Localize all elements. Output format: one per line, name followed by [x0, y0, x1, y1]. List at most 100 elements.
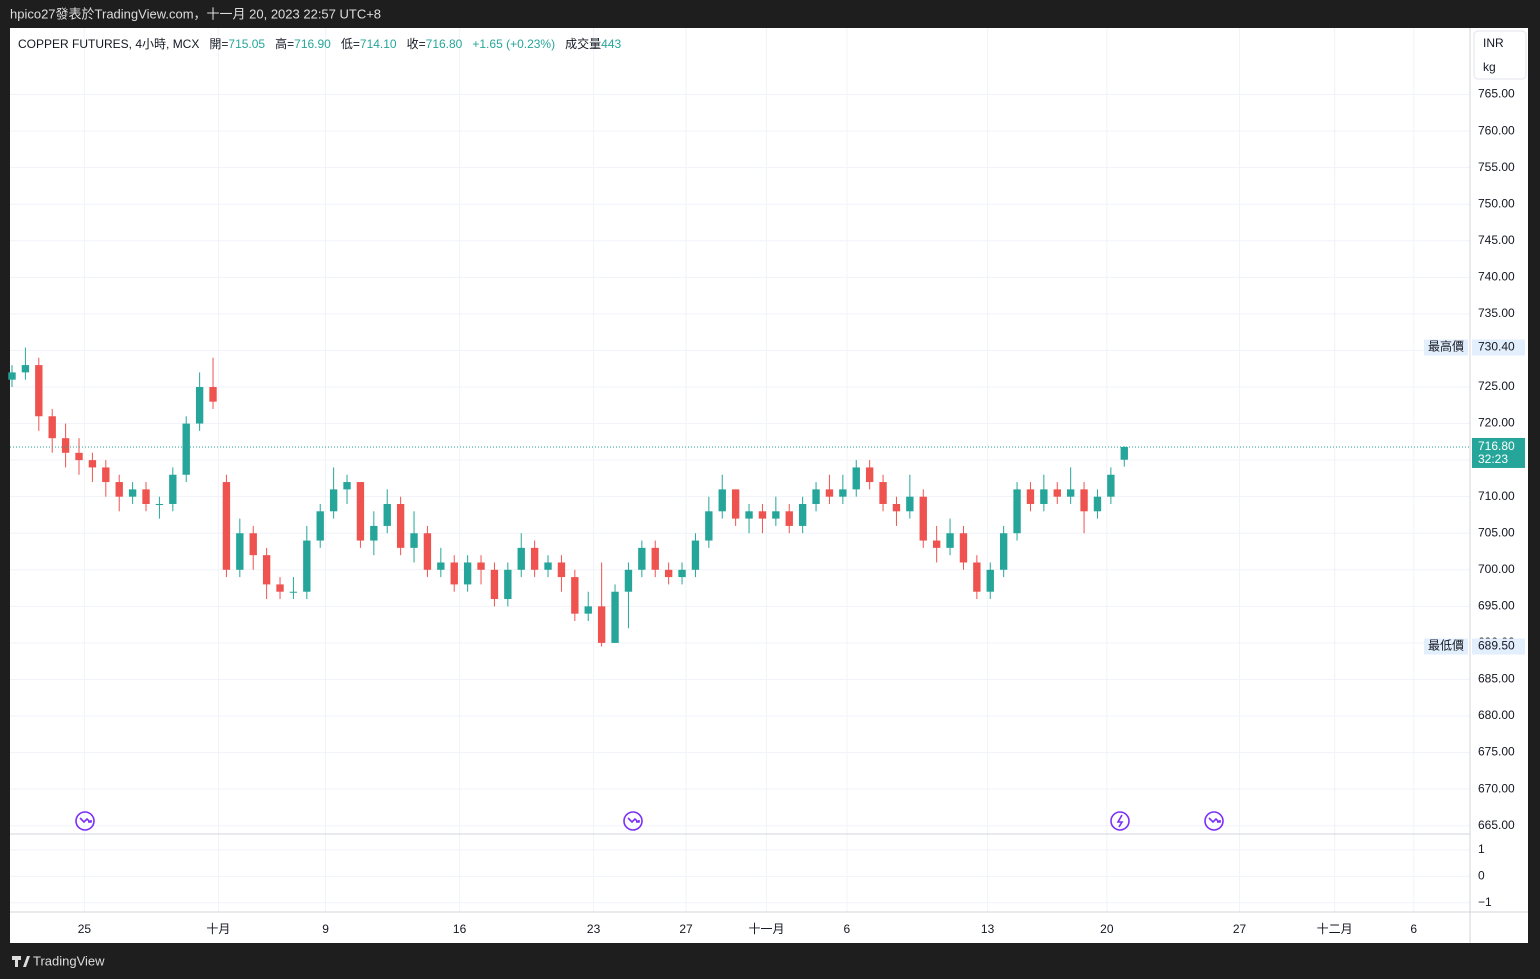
chart-area: [10, 28, 1528, 943]
candle-body: [209, 387, 217, 402]
candle-body: [75, 452, 83, 461]
candle-body: [1093, 496, 1102, 512]
candle-body: [1026, 489, 1035, 504]
candle-body: [865, 467, 874, 483]
marker-label: 最高價: [1428, 339, 1464, 354]
candle-body: [276, 584, 284, 592]
marker-label: 最低價: [1428, 639, 1464, 653]
unit: kg: [1483, 60, 1496, 74]
marker-value-box: [1472, 638, 1525, 655]
candle-body: [825, 489, 834, 497]
candle-body: [651, 547, 659, 570]
candle-body: [611, 591, 619, 643]
candle-body: [705, 511, 713, 541]
y-tick-label: 760.00: [1478, 123, 1515, 137]
candle-body: [999, 533, 1008, 570]
candle-body: [1040, 489, 1048, 504]
x-tick-label: 十一月: [748, 922, 784, 936]
last-price-box: [1472, 437, 1525, 468]
marker-value-box: [1472, 339, 1525, 356]
candle-body: [852, 467, 860, 490]
candle-body: [919, 496, 927, 541]
candle-body: [584, 606, 592, 614]
x-tick-label: 23: [587, 922, 601, 936]
candle-body: [530, 547, 539, 570]
candle-body: [142, 489, 150, 504]
header-text: hpico27發表於TradingView.com，十一月 20, 2023 2…: [10, 6, 381, 21]
candle-body: [169, 474, 177, 504]
candle-body: [571, 577, 579, 614]
open: 715.05: [228, 37, 266, 51]
x-tick-label: 9: [322, 922, 329, 936]
candle-body: [932, 540, 941, 548]
candle-body: [450, 562, 458, 585]
countdown: 32:23: [1478, 452, 1508, 466]
last-price-label: 716.80: [1478, 439, 1515, 453]
candle-body: [128, 489, 137, 497]
candle-body: [504, 569, 512, 600]
candle-body: [102, 467, 110, 483]
candle-body: [906, 496, 914, 512]
y-tick-label: 685.00: [1478, 672, 1515, 686]
x-tick-label: 25: [78, 922, 92, 936]
open-label: 開: [209, 37, 222, 51]
volume-label: 成交量: [565, 37, 602, 51]
y-tick-label: 695.00: [1478, 599, 1515, 613]
x-tick-label: 20: [1100, 922, 1114, 936]
y-tick-label: 680.00: [1478, 708, 1515, 722]
y-tick-label: 765.00: [1478, 87, 1515, 101]
candle-body: [262, 555, 271, 585]
candle-body: [772, 511, 780, 519]
y-tick-label: 700.00: [1478, 562, 1515, 576]
y-tick-label: 665.00: [1478, 818, 1515, 832]
candle-body: [678, 569, 686, 578]
candle-body: [1120, 446, 1128, 460]
candle-body: [370, 525, 378, 541]
candle-body: [892, 503, 901, 512]
candle-body: [745, 511, 753, 519]
candle-body: [115, 482, 123, 497]
marker-label-box: [1424, 339, 1468, 356]
candle-body: [1080, 489, 1088, 512]
candle-body: [383, 503, 391, 526]
marker-value: 730.40: [1478, 340, 1515, 354]
candle-body: [48, 416, 56, 439]
units-box[interactable]: [1473, 30, 1527, 80]
legend: COPPER FUTURES, 4小時, MCX 開=715.05 高=716.…: [18, 37, 622, 51]
candle-body: [946, 533, 954, 548]
candle-body: [195, 387, 204, 424]
candle-body: [490, 569, 499, 600]
x-tick-label: 6: [844, 922, 851, 936]
y-tick-label: 705.00: [1478, 525, 1515, 539]
candle-body: [731, 489, 740, 519]
marker-value: 689.50: [1478, 639, 1515, 653]
y-tick-label: 750.00: [1478, 196, 1515, 210]
candle-body: [597, 606, 606, 643]
candle-body: [624, 569, 633, 592]
footer-brand: TradingView: [33, 953, 105, 968]
y-tick-label: 675.00: [1478, 745, 1515, 759]
candle-body: [329, 489, 338, 512]
footer-logo: [12, 956, 30, 967]
candle-body: [758, 511, 767, 519]
candle-body: [691, 540, 700, 570]
candle-body: [798, 503, 807, 526]
candle-body: [155, 503, 164, 505]
event-icons: [75, 811, 1224, 831]
close: 716.80: [425, 37, 463, 51]
candle-body: [1066, 489, 1075, 497]
x-tick-label: 13: [981, 922, 995, 936]
change: +1.65 (+0.23%): [472, 37, 556, 51]
candle-body: [973, 562, 981, 592]
low: 714.10: [359, 37, 397, 51]
candle-body: [1013, 489, 1021, 534]
marker-label-box: [1424, 638, 1468, 655]
x-tick-label: 6: [1410, 922, 1417, 936]
candle-body: [356, 482, 365, 541]
candle-body: [1107, 474, 1115, 497]
high-label: 高: [275, 37, 288, 51]
candle-body: [316, 511, 324, 541]
candle-body: [839, 489, 847, 497]
candle-body: [718, 489, 726, 512]
